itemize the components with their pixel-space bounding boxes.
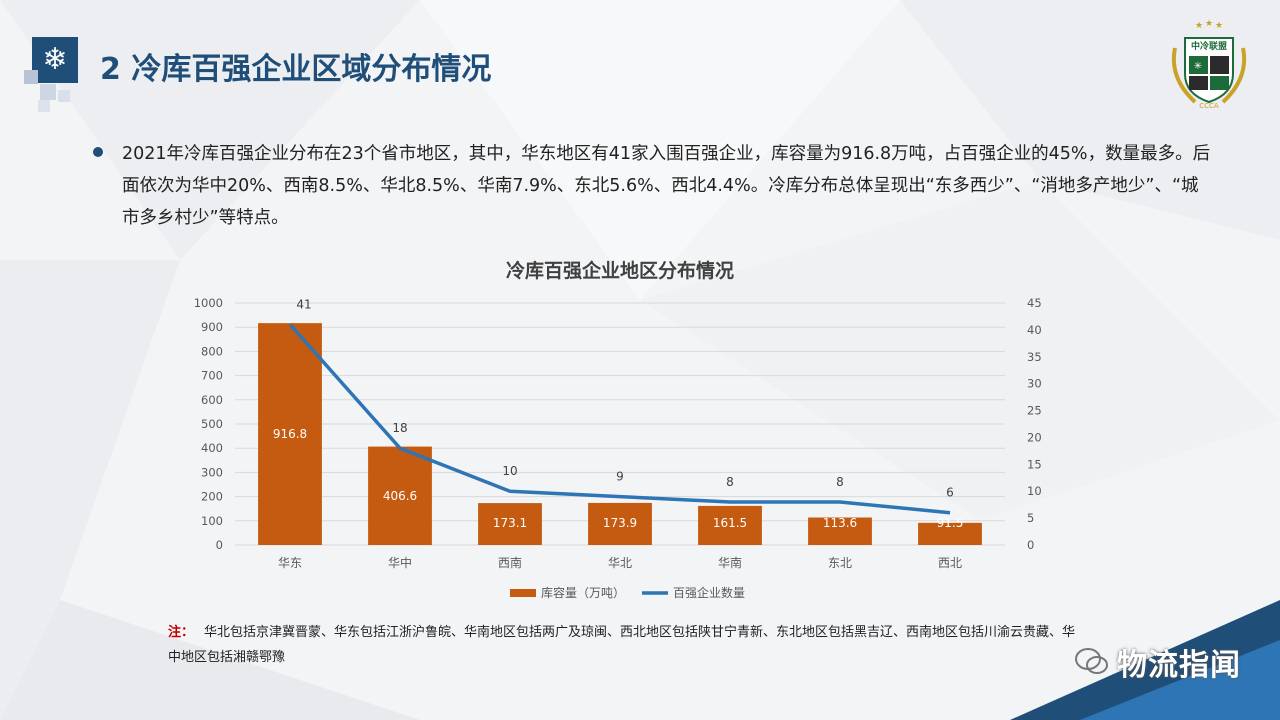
decor-square [40,84,56,100]
line-data-label: 8 [836,475,844,489]
decor-square [58,90,70,102]
svg-text:★: ★ [1195,21,1203,31]
chart-title: 冷库百强企业地区分布情况 [506,259,734,282]
decor-square [24,70,38,84]
footnote-text: 华北包括京津冀晋蒙、华东包括江浙沪鲁皖、华南地区包括两广及琼闽、西北地区包括陕甘… [168,625,1076,665]
legend-bar-swatch [510,589,536,597]
line-data-label: 10 [502,464,517,478]
y2-tick-label: 30 [1027,377,1042,391]
decor-square [38,100,50,112]
line-data-label: 8 [726,475,734,489]
y-tick-label: 200 [201,490,223,504]
svg-text:中冷联盟: 中冷联盟 [1191,40,1227,52]
bar-data-label: 916.8 [273,427,307,441]
bar-data-label: 173.1 [493,516,527,530]
page-title: 2 冷库百强企业区域分布情况 [100,52,492,87]
y-tick-label: 400 [201,441,223,455]
y2-tick-label: 0 [1027,538,1034,552]
y-tick-label: 100 [201,514,223,528]
x-tick-label: 西北 [938,556,962,570]
y-tick-label: 600 [201,393,223,407]
bullet-dot [93,147,103,157]
bar [588,502,652,545]
y-tick-label: 500 [201,417,223,431]
bar-data-label: 91.5 [937,516,964,530]
y-tick-label: 900 [201,320,223,334]
intro-paragraph: 2021年冷库百强企业分布在23个省市地区，其中，华东地区有41家入围百强企业，… [122,144,1211,228]
y2-tick-label: 35 [1027,350,1042,364]
x-tick-label: 西南 [498,555,522,570]
y2-tick-label: 20 [1027,430,1042,444]
x-tick-label: 华中 [388,555,412,570]
bar-data-label: 173.9 [603,516,637,530]
footnote-label: 注： [168,625,195,640]
svg-text:CCCA: CCCA [1199,102,1219,110]
y-tick-label: 1000 [194,296,223,310]
wechat-icon [1075,648,1108,674]
bar [368,446,432,545]
svg-text:★: ★ [1215,21,1223,31]
y2-tick-label: 45 [1027,296,1042,310]
x-tick-label: 华南 [718,555,742,570]
bar-data-label: 161.5 [713,516,747,530]
bar [698,505,762,545]
bar [258,323,322,545]
bar [808,517,872,545]
snowflake-icon: ❄ [32,37,78,83]
x-tick-label: 东北 [828,556,852,570]
footnote: 注： 华北包括京津冀晋蒙、华东包括江浙沪鲁皖、华南地区包括两广及琼闽、西北地区包括… [168,620,1088,670]
region-distribution-chart: 冷库百强企业地区分布情况0100200300400500600700800900… [194,259,1042,600]
bar-data-label: 113.6 [823,516,857,530]
svg-text:★: ★ [1205,19,1213,29]
y-tick-label: 800 [201,344,223,358]
brand-name: 物流指闻 [1117,648,1241,683]
line-data-label: 18 [392,421,407,435]
x-tick-label: 华东 [278,556,302,570]
ccca-logo: ★ ★ ★ 中冷联盟 ✳ CCCA [1172,19,1246,110]
legend-bar-label: 库容量（万吨） [541,585,625,600]
y-tick-label: 700 [201,369,223,383]
y2-tick-label: 10 [1027,484,1042,498]
line-data-label: 9 [616,470,624,484]
svg-text:✳: ✳ [1194,61,1202,72]
y2-tick-label: 25 [1027,404,1042,418]
y-tick-label: 300 [201,465,223,479]
y-tick-label: 0 [216,538,223,552]
line-data-label: 6 [946,486,954,500]
bar [478,503,542,545]
bar [918,522,982,545]
y2-tick-label: 5 [1027,511,1034,525]
brand-watermark: 物流指闻 [1075,640,1241,684]
line-series [288,323,951,515]
y2-tick-label: 40 [1027,323,1042,337]
line-data-label: 41 [296,298,311,312]
y2-tick-label: 15 [1027,457,1042,471]
x-tick-label: 华北 [608,556,632,570]
bar-data-label: 406.6 [383,489,417,503]
legend-line-label: 百强企业数量 [673,585,745,600]
